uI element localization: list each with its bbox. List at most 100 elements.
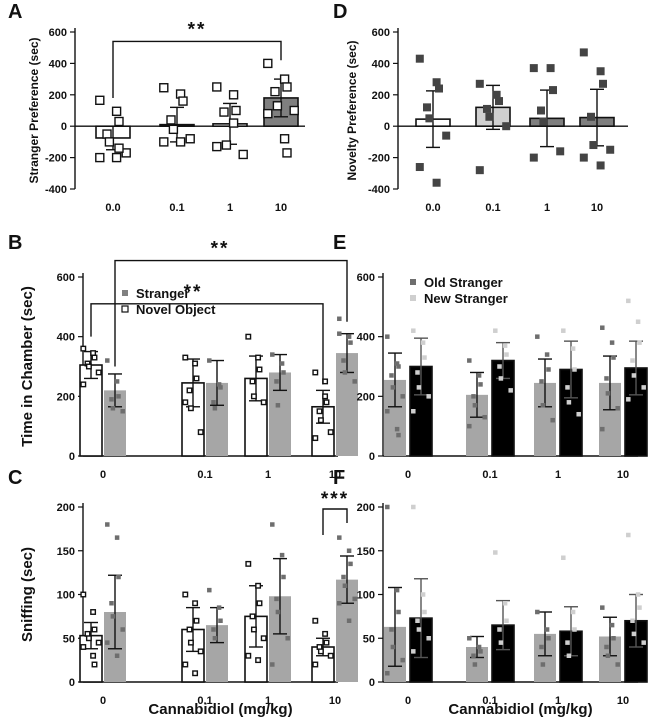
data-point-f <box>497 627 502 632</box>
data-point-e <box>540 403 546 408</box>
data-point-a <box>228 90 239 100</box>
data-point-c <box>187 639 194 646</box>
y-tick-label-c: 150 <box>57 546 75 558</box>
y-tick-label-d: 400 <box>372 58 390 70</box>
data-point-c <box>337 601 342 606</box>
data-point-b <box>193 375 200 382</box>
x-tick-label-a: 1 <box>227 202 233 214</box>
y-tick-label-f: 50 <box>363 633 375 645</box>
y-tick-label-e: 400 <box>357 332 375 344</box>
data-point-a <box>102 129 112 139</box>
data-point-b <box>274 379 279 384</box>
data-point-b <box>256 366 263 373</box>
data-point-b <box>186 387 193 394</box>
data-point-b <box>346 334 352 339</box>
data-point-c <box>197 648 204 655</box>
data-point-f <box>540 662 546 667</box>
data-point-b <box>341 358 346 363</box>
data-point-b <box>255 354 262 361</box>
legend-label-b-0: Stranger <box>136 286 189 301</box>
data-point-e <box>600 325 605 330</box>
y-tick-label-e: 200 <box>357 391 375 403</box>
data-point-e <box>630 358 635 363</box>
data-point-f <box>385 504 390 510</box>
data-point-c <box>256 600 263 607</box>
data-point-a <box>289 105 299 116</box>
data-point-f <box>467 636 472 641</box>
data-point-e <box>502 343 508 348</box>
data-point-b <box>85 363 92 370</box>
x-tick-label-d: 10 <box>591 202 603 214</box>
x-tick-label-f: 0.1 <box>482 695 497 707</box>
data-point-e <box>390 385 396 390</box>
y-tick-label-a: 600 <box>49 27 67 39</box>
x-tick-label-e: 1 <box>555 469 561 481</box>
significance-bracket-a <box>112 40 282 98</box>
data-point-f <box>389 627 394 632</box>
data-point-b <box>270 352 275 357</box>
y-tick-label-d: 600 <box>372 27 390 39</box>
data-point-e <box>631 373 637 378</box>
data-point-b <box>275 403 281 408</box>
data-point-a <box>279 134 290 144</box>
data-point-d <box>485 112 494 121</box>
data-point-c <box>323 639 330 646</box>
data-point-e <box>605 391 611 396</box>
data-point-b <box>212 406 218 411</box>
data-point-f <box>504 618 509 623</box>
data-point-a <box>282 148 292 158</box>
x-tick-label-d: 0.0 <box>425 202 440 214</box>
data-point-b <box>312 435 319 442</box>
data-point-c <box>91 626 98 633</box>
data-point-b <box>197 429 204 436</box>
data-point-c <box>207 587 212 593</box>
data-point-d <box>537 106 545 115</box>
data-point-f <box>472 662 478 667</box>
data-point-c <box>90 609 97 615</box>
data-point-e <box>411 328 416 333</box>
data-point-c <box>116 574 121 580</box>
data-point-f <box>605 653 611 658</box>
bar-e-old-stranger-1 <box>466 394 488 456</box>
data-point-a <box>219 107 229 117</box>
data-point-f <box>394 587 400 593</box>
data-point-d <box>549 86 557 95</box>
y-tick-label-e: 0 <box>369 451 375 463</box>
panel-label-d: D <box>333 1 347 23</box>
legend-marker-b-0 <box>122 290 128 296</box>
panel-label-a: A <box>8 1 22 23</box>
data-point-e <box>411 409 416 414</box>
data-point-e <box>539 379 544 384</box>
data-point-c <box>341 574 346 580</box>
panel-label-e: E <box>333 232 346 254</box>
data-point-a <box>270 86 280 97</box>
data-point-c <box>322 630 329 637</box>
data-point-d <box>432 78 441 87</box>
significance-label-c: *** <box>321 489 349 510</box>
data-point-f <box>396 609 401 615</box>
panel-label-f: F <box>333 467 345 489</box>
data-point-d <box>475 166 484 175</box>
data-point-b <box>250 393 257 400</box>
legend-marker-e-0 <box>410 279 416 285</box>
data-point-b <box>327 429 334 436</box>
data-point-f <box>546 636 551 641</box>
data-point-b <box>348 340 353 345</box>
data-point-e <box>471 394 476 399</box>
data-point-b <box>91 354 98 361</box>
y-tick-label-c: 50 <box>63 633 75 645</box>
data-point-f <box>637 605 642 610</box>
data-point-b <box>187 405 194 412</box>
data-point-c <box>182 591 189 598</box>
y-axis-label-b: Time in Chamber (sec) <box>19 286 36 447</box>
data-point-b <box>337 331 342 336</box>
data-point-a <box>111 152 122 163</box>
data-point-e <box>609 340 615 345</box>
data-point-f <box>416 627 422 632</box>
data-point-f <box>626 532 631 538</box>
data-point-a <box>212 141 222 152</box>
x-tick-label-c: 1 <box>265 695 271 707</box>
data-point-f <box>604 644 609 650</box>
x-tick-label-e: 0.1 <box>482 469 497 481</box>
data-point-a <box>272 101 283 111</box>
